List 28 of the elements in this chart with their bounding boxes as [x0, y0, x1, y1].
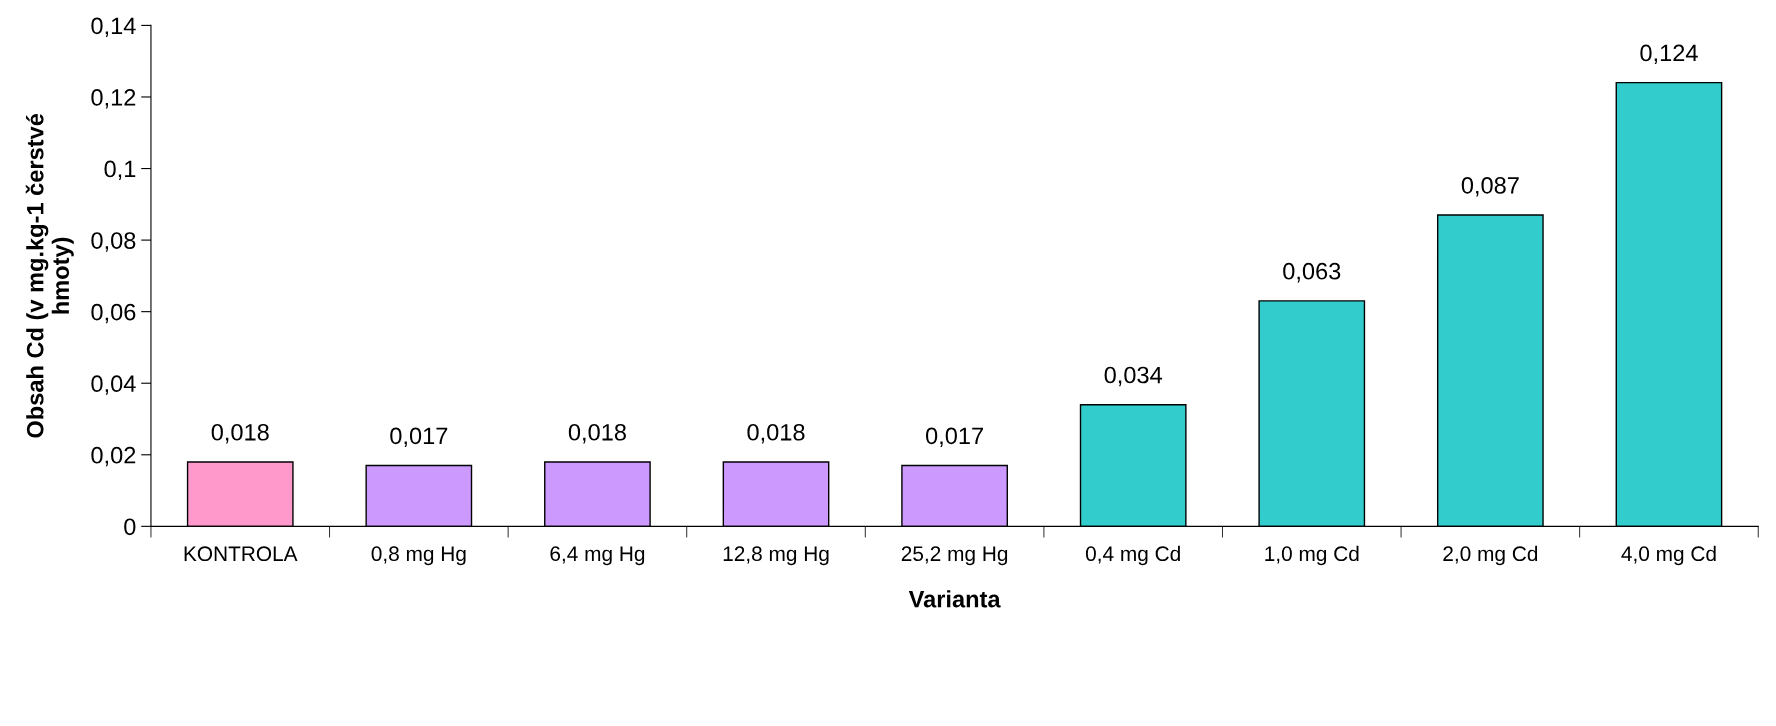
y-tick-label: 0: [124, 518, 136, 536]
x-tick-label: 25,2 mg Hg: [901, 546, 1008, 566]
y-axis-title: Obsah Cd (v mg.kg-1 čerstvé hmoty): [25, 113, 74, 438]
y-tick-label: 0,06: [91, 303, 136, 324]
data-label: 0,018: [747, 423, 805, 444]
data-label: 0,063: [1283, 262, 1341, 283]
y-tick-label: 0,02: [91, 446, 136, 467]
y-tick-label: 0,14: [91, 17, 136, 37]
data-label: 0,017: [925, 427, 983, 447]
x-tick-label: 1,0 mg Cd: [1265, 545, 1359, 566]
x-axis-title: Varianta: [908, 590, 1001, 608]
y-tick-label: 0,08: [91, 232, 136, 252]
x-tick-label: KONTROLA: [184, 546, 298, 562]
x-tick-label: 0,8 mg Hg: [371, 546, 466, 566]
y-tick-label: 0,1: [104, 160, 136, 181]
y-tick-label: 0,04: [91, 375, 136, 395]
data-label: 0,018: [211, 423, 269, 444]
data-label: 0,034: [1104, 366, 1163, 387]
y-tick-label: 0,12: [91, 89, 136, 109]
x-tick-label: 6,4 mg Hg: [550, 546, 645, 566]
data-label: 0,087: [1461, 177, 1519, 197]
x-tick-label: 12,8 mg Hg: [723, 546, 829, 566]
data-label: 0,124: [1640, 44, 1698, 65]
data-label: 0,017: [390, 427, 448, 447]
data-label: 0,018: [568, 423, 626, 444]
x-tick-label: 4,0 mg Cd: [1621, 545, 1716, 566]
x-tick-label: 0,4 mg Cd: [1085, 545, 1180, 566]
x-tick-label: 2,0 mg Cd: [1443, 545, 1538, 566]
